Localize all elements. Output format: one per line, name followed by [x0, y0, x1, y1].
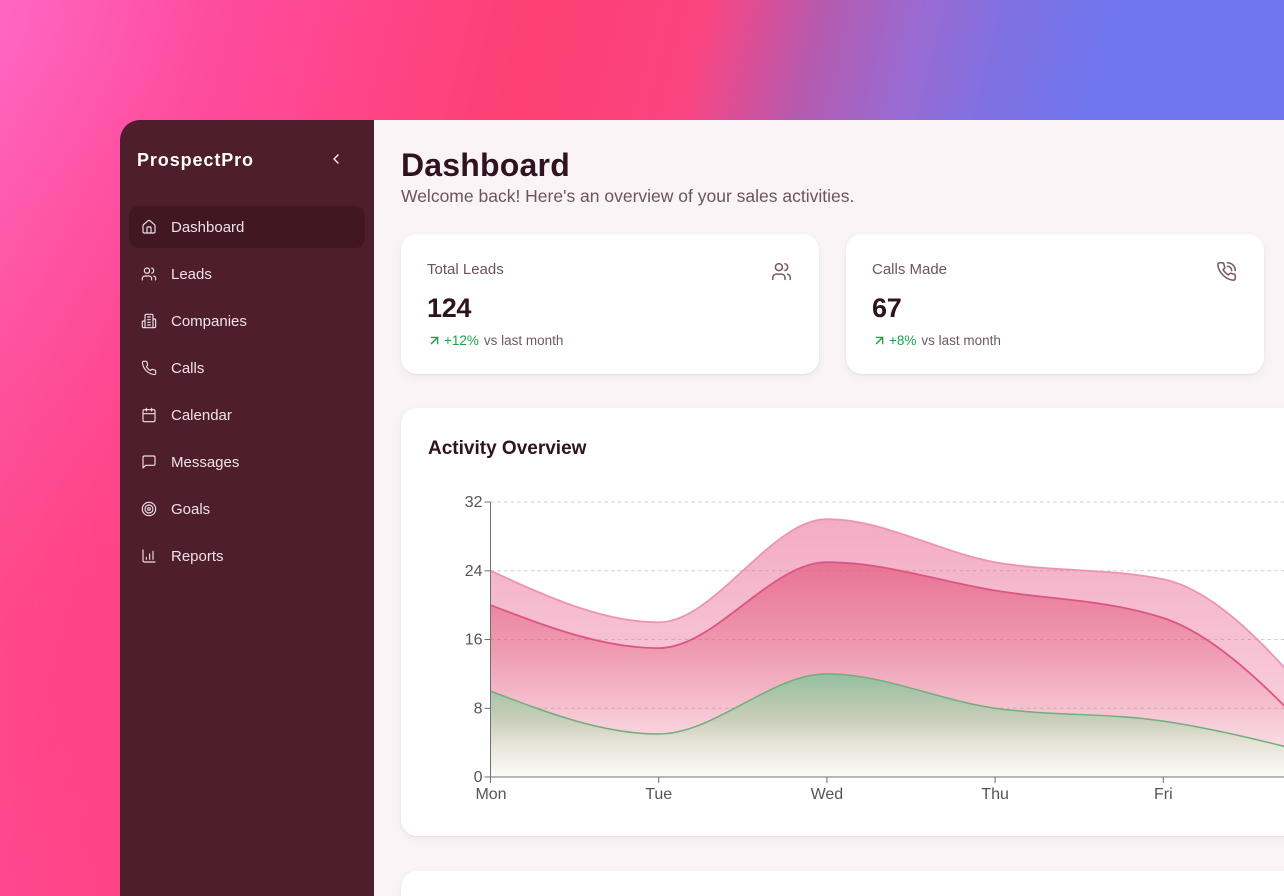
- svg-text:0: 0: [474, 769, 483, 786]
- svg-text:Fri: Fri: [1154, 786, 1173, 803]
- svg-text:32: 32: [465, 494, 483, 511]
- svg-text:Tue: Tue: [645, 786, 672, 803]
- svg-text:16: 16: [465, 632, 483, 649]
- svg-text:8: 8: [474, 700, 483, 717]
- svg-text:Mon: Mon: [475, 786, 506, 803]
- svg-text:24: 24: [465, 563, 483, 580]
- svg-text:Wed: Wed: [811, 786, 844, 803]
- svg-text:Thu: Thu: [981, 786, 1009, 803]
